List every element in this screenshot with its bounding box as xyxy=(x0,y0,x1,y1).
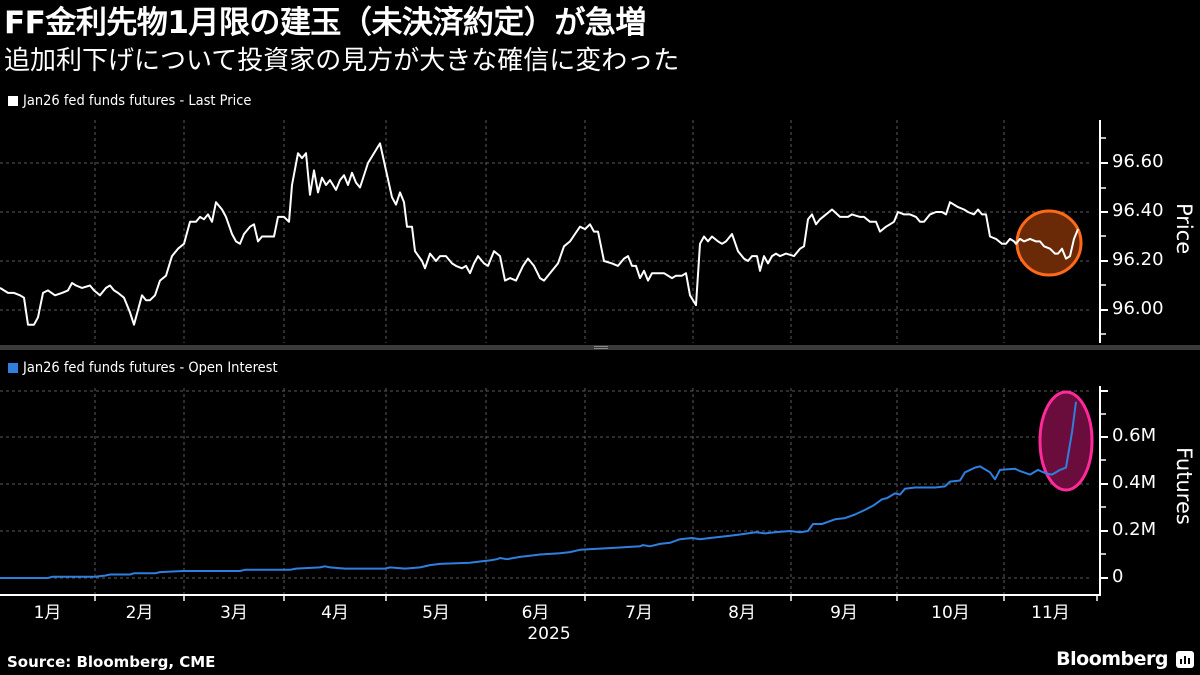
x-tick-label: 1月 xyxy=(33,603,62,623)
legend-price: Jan26 fed funds futures - Last Price xyxy=(8,93,251,109)
x-tick-label: 3月 xyxy=(220,603,248,623)
gridlines xyxy=(0,120,1090,594)
x-tick-label: 9月 xyxy=(830,603,858,623)
bloomberg-chart-icon xyxy=(1176,651,1194,668)
legend-open-interest: Jan26 fed funds futures - Open Interest xyxy=(8,360,278,376)
x-tick-label: 11月 xyxy=(1031,603,1070,623)
price-tick-label: 96.40 xyxy=(1112,200,1164,221)
legend-label-price: Jan26 fed funds futures - Last Price xyxy=(23,93,252,109)
axes xyxy=(0,120,1108,601)
x-tick-label: 10月 xyxy=(931,603,970,623)
oi-highlight xyxy=(1038,390,1094,492)
price-tick-label: 96.60 xyxy=(1112,151,1164,172)
x-tick-label: 4月 xyxy=(321,603,349,623)
panel-divider[interactable] xyxy=(0,345,1200,350)
price-axis-title: Price xyxy=(1172,203,1196,255)
x-axis-year: 2025 xyxy=(527,624,571,644)
x-tick-label: 7月 xyxy=(625,603,653,623)
oi-tick-label: 0 xyxy=(1112,566,1124,587)
price-line xyxy=(0,142,1079,326)
legend-label-open-interest: Jan26 fed funds futures - Open Interest xyxy=(23,360,278,376)
oi-tick-label: 0.6M xyxy=(1112,425,1157,446)
source-note: Source: Bloomberg, CME xyxy=(7,653,216,671)
oi-tick-label: 0.4M xyxy=(1112,472,1157,493)
divider-handle-icon[interactable] xyxy=(594,346,608,349)
bloomberg-logo: Bloomberg xyxy=(1056,648,1168,670)
oi-tick-label: 0.2M xyxy=(1112,519,1157,540)
chart-title: FF金利先物1月限の建玉（未決済約定）が急増 xyxy=(4,5,646,41)
oi-axis-title: Futures xyxy=(1172,447,1196,525)
x-tick-label: 5月 xyxy=(422,603,450,623)
open-interest-line xyxy=(0,401,1077,579)
price-tick-label: 96.00 xyxy=(1112,298,1164,319)
legend-swatch-white-icon xyxy=(8,96,18,106)
chart-subtitle: 追加利下げについて投資家の見方が大きな確信に変わった xyxy=(4,46,680,76)
legend-swatch-blue-icon xyxy=(8,363,18,373)
price-tick-label: 96.20 xyxy=(1112,249,1164,270)
price-highlight xyxy=(1015,209,1083,277)
x-tick-label: 2月 xyxy=(125,603,154,623)
x-tick-label: 8月 xyxy=(728,603,756,623)
x-tick-label: 6月 xyxy=(521,603,550,623)
